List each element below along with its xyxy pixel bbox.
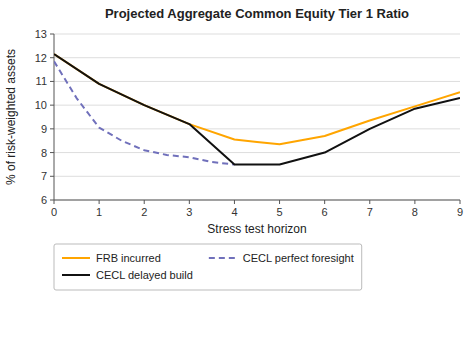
legend-swatch	[62, 257, 90, 259]
x-tick	[189, 200, 190, 204]
y-axis-label: % of risk-weighted assets	[4, 49, 18, 185]
y-tick-label: 9	[41, 123, 47, 135]
x-tick-label: 8	[412, 206, 418, 218]
legend-swatch	[209, 257, 237, 259]
x-tick	[369, 200, 370, 204]
y-tick	[50, 176, 54, 177]
x-tick	[414, 200, 415, 204]
y-tick	[50, 128, 54, 129]
legend-item: CECL perfect foresight	[209, 252, 354, 264]
y-tick	[50, 105, 54, 106]
grid-line	[54, 105, 460, 106]
x-tick-label: 7	[367, 206, 373, 218]
x-tick-label: 3	[186, 206, 192, 218]
y-tick	[50, 57, 54, 58]
y-tick-label: 10	[35, 99, 47, 111]
legend-label: CECL delayed build	[96, 269, 193, 281]
y-tick-label: 12	[35, 52, 47, 64]
series-line	[54, 61, 234, 164]
chart: Projected Aggregate Common Equity Tier 1…	[0, 0, 474, 344]
x-tick	[234, 200, 235, 204]
x-tick	[54, 200, 55, 204]
x-axis-label: Stress test horizon	[207, 222, 306, 236]
legend-swatch	[62, 274, 90, 276]
y-tick-label: 6	[41, 194, 47, 206]
x-tick-label: 2	[141, 206, 147, 218]
legend-label: FRB incurred	[96, 252, 161, 264]
x-tick	[324, 200, 325, 204]
axes: 6789101112130123456789	[35, 28, 463, 218]
legend: FRB incurred CECL perfect foresight CECL d…	[54, 244, 362, 290]
x-axis-line	[54, 200, 460, 201]
x-tick	[99, 200, 100, 204]
grid-line	[54, 152, 460, 153]
grid-line	[54, 176, 460, 177]
legend-item: CECL delayed build	[62, 269, 193, 281]
x-tick-label: 0	[51, 206, 57, 218]
grid-line	[54, 81, 460, 82]
y-axis-line	[54, 34, 55, 200]
legend-box	[54, 244, 362, 290]
legend-item: FRB incurred	[62, 252, 161, 264]
grid-line	[54, 34, 460, 35]
y-tick	[50, 200, 54, 201]
x-tick-label: 9	[457, 206, 463, 218]
y-tick	[50, 34, 54, 35]
y-tick	[50, 152, 54, 153]
legend-label: CECL perfect foresight	[243, 252, 354, 264]
y-tick-label: 11	[36, 75, 47, 87]
x-tick	[460, 200, 461, 204]
series-line	[54, 54, 460, 164]
plot-area	[54, 54, 460, 164]
x-tick	[279, 200, 280, 204]
x-tick	[144, 200, 145, 204]
y-tick-label: 7	[41, 170, 47, 182]
x-tick-label: 5	[276, 206, 282, 218]
grid-line	[54, 128, 460, 129]
y-tick-label: 8	[41, 147, 47, 159]
grid	[54, 34, 460, 200]
grid-line	[54, 57, 460, 58]
y-tick-label: 13	[35, 28, 47, 40]
x-tick-label: 4	[231, 206, 237, 218]
x-tick-label: 6	[322, 206, 328, 218]
x-tick-label: 1	[96, 206, 102, 218]
y-tick	[50, 81, 54, 82]
series-line	[54, 54, 460, 144]
grid-line	[54, 200, 460, 201]
title: Projected Aggregate Common Equity Tier 1…	[105, 6, 409, 21]
